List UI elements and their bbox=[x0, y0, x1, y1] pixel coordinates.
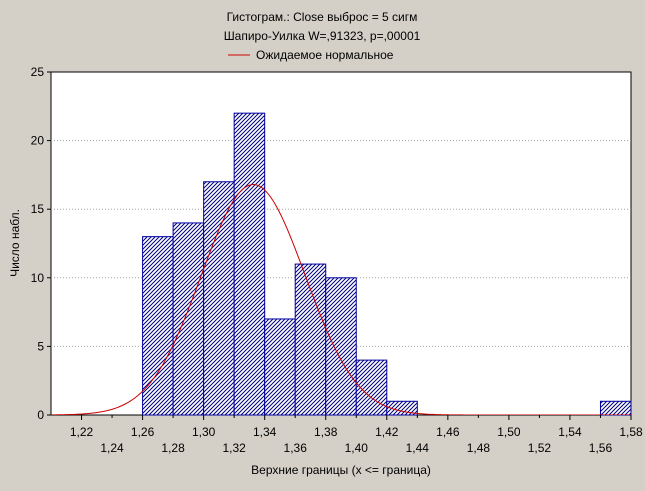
x-tick-label: 1,38 bbox=[314, 425, 338, 439]
y-tick-label: 5 bbox=[37, 339, 44, 353]
histogram-bar bbox=[172, 222, 205, 416]
x-tick-label: 1,32 bbox=[222, 441, 246, 455]
chart-title: Гистограм.: Close выброс = 5 сигм bbox=[227, 10, 418, 24]
x-axis-ticks: 1,22 1,26 1,30 1,34 1,38 1,42 1,46 1,50 1,54 1,58… bbox=[70, 415, 643, 455]
x-tick-label: 1,28 bbox=[161, 441, 185, 455]
x-tick-label: 1,50 bbox=[497, 425, 521, 439]
legend: Ожидаемое нормальное bbox=[228, 48, 394, 62]
x-tick-label: 1,46 bbox=[436, 425, 460, 439]
x-tick-label: 1,36 bbox=[284, 441, 308, 455]
x-tick-label: 1,42 bbox=[375, 425, 399, 439]
normal-curve bbox=[51, 184, 631, 415]
histogram-bar bbox=[233, 112, 266, 416]
histogram-bar bbox=[599, 400, 632, 416]
y-tick-label: 10 bbox=[31, 271, 45, 285]
x-tick-label: 1,24 bbox=[100, 441, 124, 455]
y-tick-label: 25 bbox=[31, 65, 45, 79]
histogram-bar bbox=[386, 400, 418, 416]
normal-curve-layer bbox=[51, 184, 631, 415]
histogram-bar bbox=[142, 236, 174, 416]
x-tick-label: 1,56 bbox=[589, 441, 613, 455]
x-tick-label: 1,26 bbox=[131, 425, 155, 439]
histogram-bar bbox=[203, 181, 235, 416]
y-tick-label: 15 bbox=[31, 202, 45, 216]
x-tick-label: 1,34 bbox=[253, 425, 277, 439]
legend-label: Ожидаемое нормальное bbox=[256, 48, 394, 62]
chart-subtitle: Шапиро-Уилка W=,91323, p=,00001 bbox=[224, 29, 421, 43]
x-axis-label: Верхние границы (x <= граница) bbox=[251, 463, 431, 477]
x-tick-label: 1,40 bbox=[345, 441, 369, 455]
x-tick-label: 1,22 bbox=[70, 425, 94, 439]
histogram-bar bbox=[264, 318, 296, 416]
histogram-bars bbox=[142, 112, 632, 416]
histogram-bar bbox=[325, 277, 357, 416]
x-tick-label: 1,58 bbox=[619, 425, 643, 439]
y-axis-ticks: 0 5 10 15 20 25 bbox=[31, 65, 51, 422]
y-tick-label: 20 bbox=[31, 134, 45, 148]
x-tick-label: 1,30 bbox=[192, 425, 216, 439]
histogram-bar bbox=[355, 359, 388, 416]
x-tick-label: 1,52 bbox=[528, 441, 552, 455]
x-tick-label: 1,44 bbox=[406, 441, 430, 455]
x-tick-label: 1,54 bbox=[558, 425, 582, 439]
y-axis-label: Число набл. bbox=[8, 209, 22, 277]
y-tick-label: 0 bbox=[37, 408, 44, 422]
histogram-bar bbox=[294, 263, 327, 416]
x-tick-label: 1,48 bbox=[467, 441, 491, 455]
